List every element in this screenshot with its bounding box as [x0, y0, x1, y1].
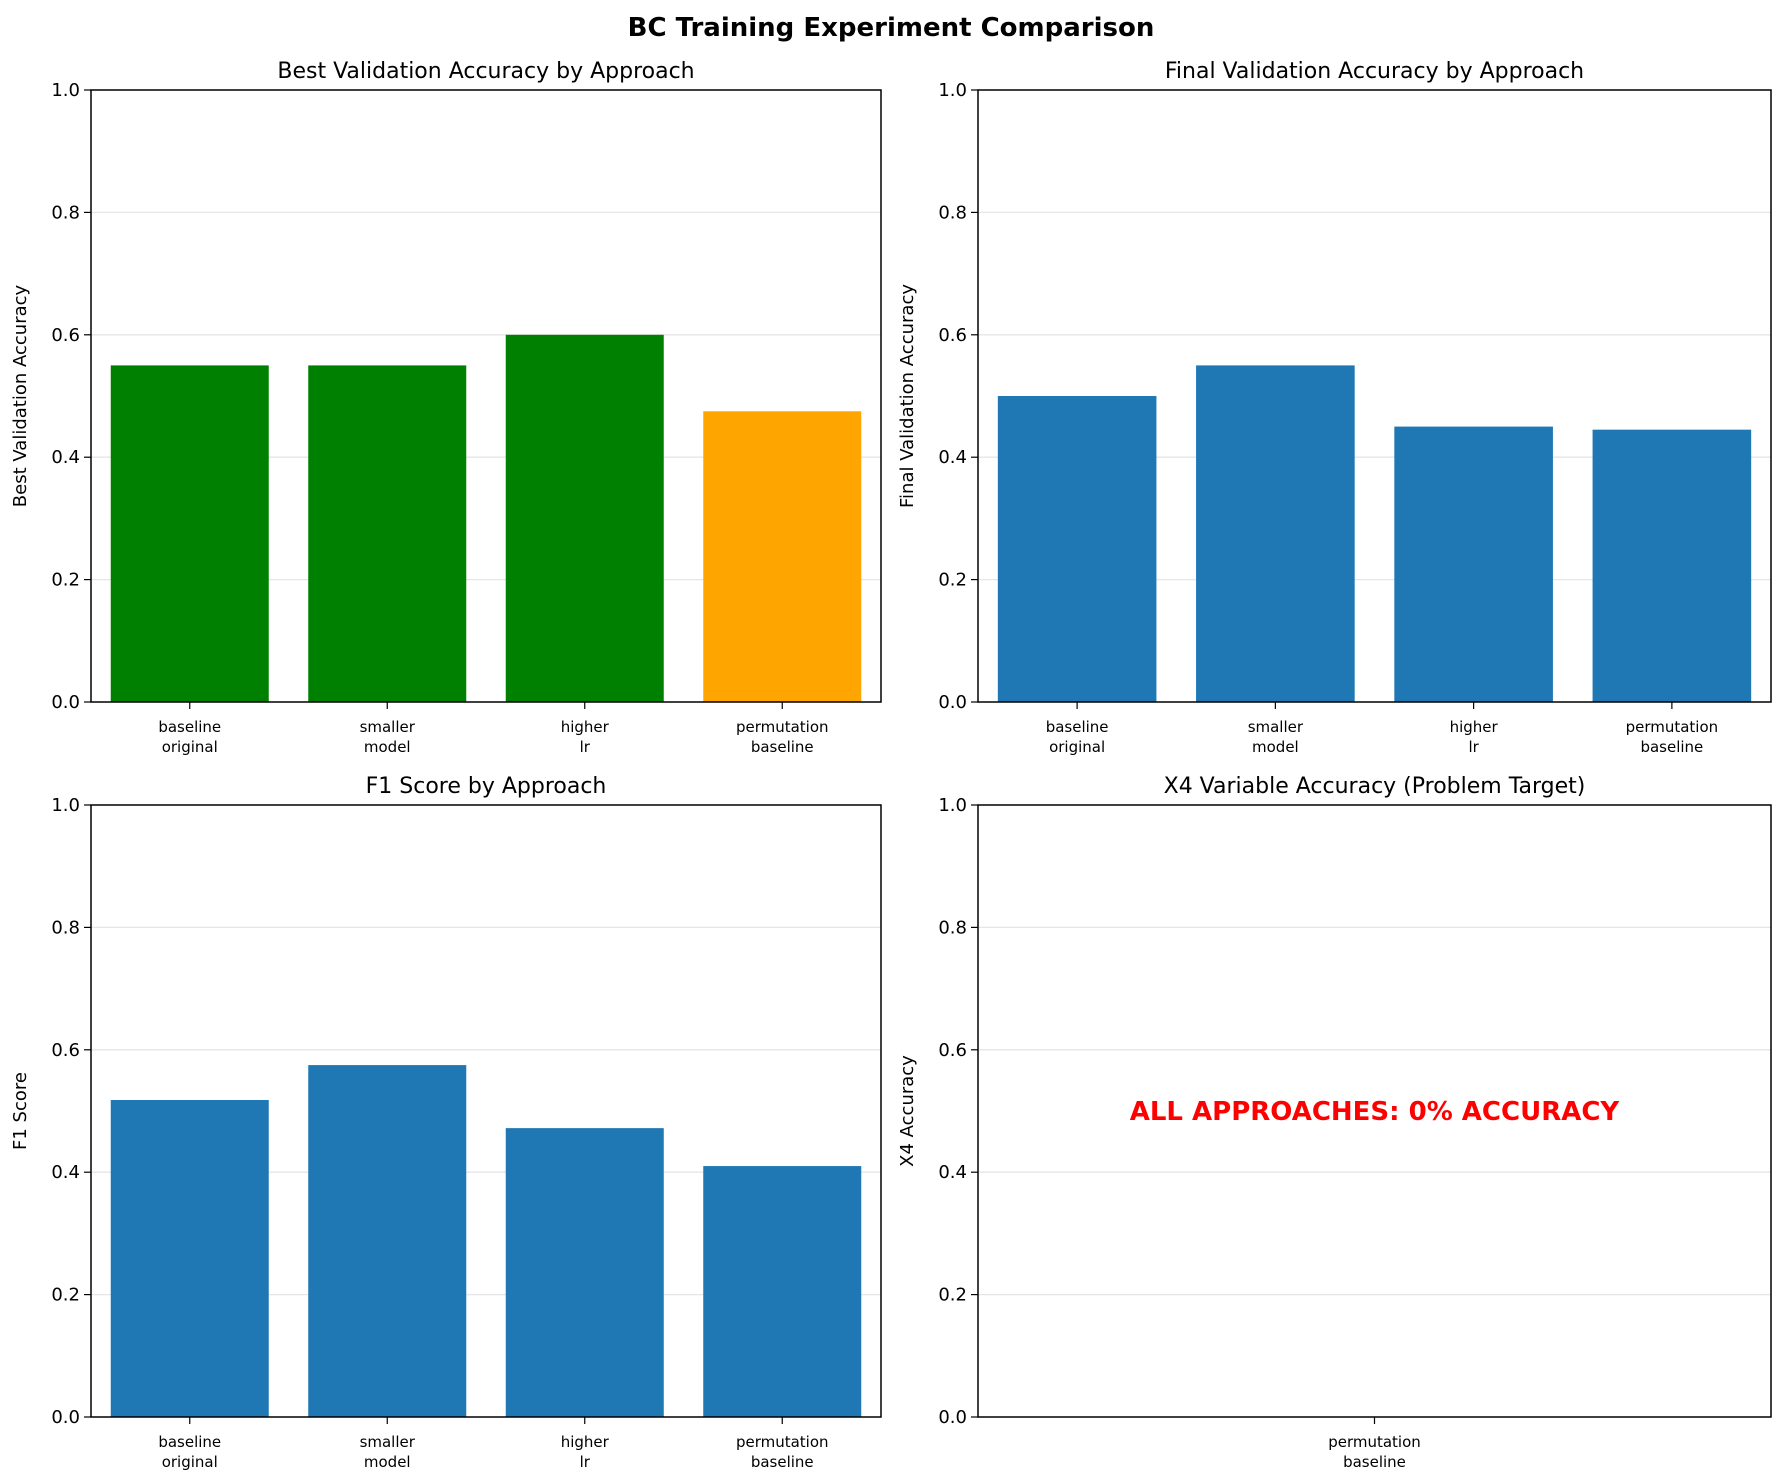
bar: [997, 396, 1157, 702]
chart-title: Final Validation Accuracy by Approach: [1165, 59, 1584, 84]
y-axis-label: Final Validation Accuracy: [897, 284, 918, 508]
chart-panel-1: 0.0 0.2 0.4 0.6 0.8 1.0 baseline original smalle…: [10, 59, 882, 756]
annotation-text: ALL APPROACHES: 0% ACCURACY: [1130, 1097, 1621, 1127]
x-tick-label: permutation baseline: [736, 1433, 829, 1471]
bar: [308, 365, 467, 702]
y-axis-label: F1 Score: [10, 1072, 31, 1150]
bar: [703, 1166, 862, 1417]
chart-title: F1 Score by Approach: [366, 774, 607, 799]
bar: [703, 411, 862, 702]
y-axis-label: Best Validation Accuracy: [10, 284, 31, 507]
x-tick-label: baseline original: [1046, 718, 1109, 756]
y-tick-label: 0.8: [938, 917, 967, 938]
chart-title: X4 Variable Accuracy (Problem Target): [1164, 774, 1586, 799]
x-tick-label: smaller model: [1248, 718, 1304, 756]
axes-frame: [90, 89, 882, 703]
y-tick-label: 0.2: [51, 570, 80, 591]
y-tick-label: 0.6: [51, 325, 80, 346]
x-tick-label: permutation baseline: [736, 718, 829, 756]
x-tick-label: permutation baseline: [1328, 1433, 1421, 1471]
bar: [308, 1065, 467, 1417]
x-tick-label: smaller model: [360, 718, 416, 756]
bar: [1592, 429, 1752, 702]
x-tick-label: higher lr: [561, 718, 610, 756]
x-tick-label: permutation baseline: [1626, 718, 1719, 756]
y-tick-label: 0.4: [51, 447, 80, 468]
chart-panel-2: 0.0 0.2 0.4 0.6 0.8 1.0 baseline original smalle…: [897, 59, 1772, 756]
y-tick-label: 0.4: [938, 1162, 967, 1183]
y-tick-label: 0.0: [51, 1407, 80, 1428]
chart-panels: 0.0 0.2 0.4 0.6 0.8 1.0 baseline original smalle…: [10, 59, 1772, 1471]
x-tick-label: smaller model: [360, 1433, 416, 1471]
bar: [505, 1128, 664, 1417]
bar: [1196, 365, 1355, 702]
y-tick-label: 0.8: [51, 917, 80, 938]
y-tick-label: 0.4: [51, 1162, 80, 1183]
y-tick-label: 0.0: [938, 1407, 967, 1428]
bar: [505, 334, 664, 702]
y-tick-label: 1.0: [938, 795, 967, 816]
y-tick-label: 1.0: [938, 80, 967, 101]
y-tick-label: 0.2: [938, 570, 967, 591]
y-tick-label: 0.0: [51, 692, 80, 713]
bar: [1394, 426, 1553, 702]
axes-frame: [90, 804, 882, 1418]
axes-frame: [977, 804, 1772, 1418]
x-tick-label: baseline original: [158, 1433, 221, 1471]
figure-title: BC Training Experiment Comparison: [628, 13, 1155, 43]
y-tick-label: 1.0: [51, 795, 80, 816]
y-tick-label: 0.6: [51, 1040, 80, 1061]
y-tick-label: 0.4: [938, 447, 967, 468]
x-tick-label: higher lr: [1450, 718, 1499, 756]
axes-frame: [977, 89, 1772, 703]
chart-panel-4: 0.0 0.2 0.4 0.6 0.8 1.0 permutation baseline X4 …: [897, 774, 1772, 1471]
bar: [110, 1099, 269, 1417]
chart-panel-3: 0.0 0.2 0.4 0.6 0.8 1.0 baseline original smalle…: [10, 774, 882, 1471]
x-tick-label: higher lr: [561, 1433, 610, 1471]
chart-title: Best Validation Accuracy by Approach: [277, 59, 694, 84]
y-tick-label: 0.8: [938, 202, 967, 223]
y-tick-label: 0.6: [938, 325, 967, 346]
y-tick-label: 0.2: [51, 1285, 80, 1306]
y-tick-label: 0.8: [51, 202, 80, 223]
y-tick-label: 0.0: [938, 692, 967, 713]
x-tick-label: baseline original: [158, 718, 221, 756]
y-tick-label: 0.2: [938, 1285, 967, 1306]
y-axis-label: X4 Accuracy: [897, 1055, 918, 1167]
y-tick-label: 1.0: [51, 80, 80, 101]
y-tick-label: 0.6: [938, 1040, 967, 1061]
bar: [110, 365, 269, 702]
